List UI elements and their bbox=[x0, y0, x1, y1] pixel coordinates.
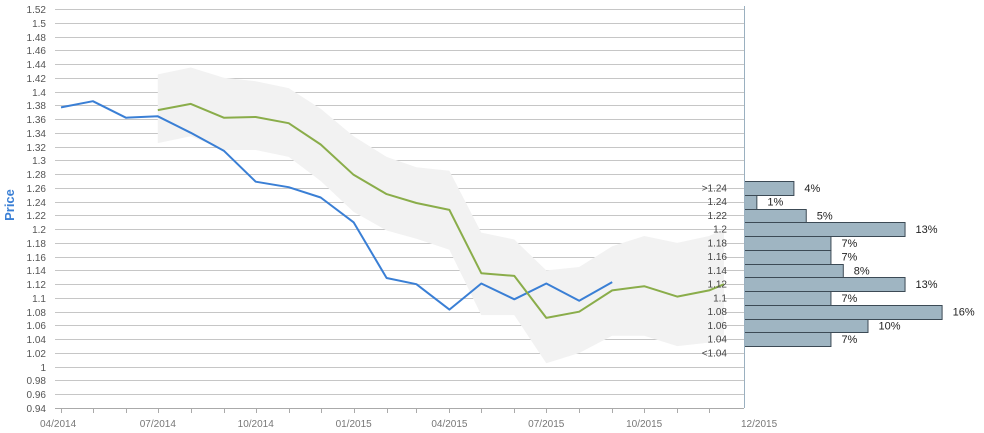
y-tick-label: 1.46 bbox=[27, 46, 47, 57]
histogram-bar-percent: 1% bbox=[767, 197, 783, 209]
y-tick-label: 1.04 bbox=[27, 335, 47, 346]
histogram-bar bbox=[744, 222, 906, 237]
y-tick-label: 0.98 bbox=[27, 376, 47, 387]
x-tick-label: 10/2014 bbox=[238, 419, 275, 430]
histogram-bar-percent: 7% bbox=[841, 252, 857, 264]
y-tick-label: 1.34 bbox=[27, 129, 47, 140]
histogram-bar bbox=[744, 181, 795, 196]
series-line-2 bbox=[157, 102, 725, 319]
y-tick-label: 1.4 bbox=[32, 88, 46, 99]
histogram-bar bbox=[744, 291, 832, 306]
y-tick-label: 1.48 bbox=[27, 33, 47, 44]
series-lines bbox=[60, 100, 725, 319]
x-tick-label: 04/2015 bbox=[431, 419, 468, 430]
y-tick-label: 1.08 bbox=[27, 308, 47, 319]
histogram-bin-label: 1.16 bbox=[708, 252, 728, 263]
series-line-1 bbox=[60, 100, 613, 311]
y-tick-label: 1.52 bbox=[27, 5, 47, 16]
histogram-bar bbox=[744, 250, 832, 265]
y-tick-label: 1.36 bbox=[27, 115, 47, 126]
y-tick-label: 0.96 bbox=[27, 390, 47, 401]
x-tick-label: 10/2015 bbox=[626, 419, 663, 430]
y-tick-label: 1.1 bbox=[32, 294, 46, 305]
histogram-bin-label: >1.24 bbox=[702, 183, 728, 194]
histogram-bin-label: 1.18 bbox=[708, 238, 728, 249]
histogram-bin-label: 1.2 bbox=[713, 225, 727, 236]
y-tick-label: 1.3 bbox=[32, 156, 46, 167]
axes: 1.52 1.5 1.48 1.46 1.44 1.42 1.4 1.38 1.36 1.34 1.… bbox=[27, 5, 778, 430]
y-tick-label: 1.16 bbox=[27, 253, 47, 264]
histogram-bar-percent: 7% bbox=[841, 238, 857, 250]
y-tick-label: 1.22 bbox=[27, 211, 47, 222]
histogram-bar-percent: 4% bbox=[804, 183, 820, 195]
histogram-bin-label: <1.04 bbox=[702, 348, 728, 359]
y-tick-label: 1.26 bbox=[27, 184, 47, 195]
histogram-bar bbox=[744, 209, 807, 223]
y-tick-label: 1.44 bbox=[27, 60, 47, 71]
histogram-bar-percent: 7% bbox=[841, 293, 857, 305]
histogram-bar bbox=[744, 305, 943, 320]
histogram-bar-percent: 7% bbox=[841, 334, 857, 346]
histogram-bin-label: 1.08 bbox=[708, 307, 728, 318]
y-tick-label: 1.02 bbox=[27, 349, 47, 360]
histogram: >1.24 4% 1.24 1% 1.22 5% 1.2 13% 1.18 7% 1.16 7% 1.1… bbox=[702, 181, 975, 359]
histogram-bin-label: 1.12 bbox=[708, 280, 728, 291]
histogram-bar-percent: 13% bbox=[916, 224, 938, 236]
x-tick-label: 01/2015 bbox=[336, 419, 373, 430]
histogram-bar-percent: 16% bbox=[953, 307, 975, 319]
y-tick-label: 1 bbox=[40, 363, 46, 374]
histogram-bar bbox=[744, 236, 832, 251]
y-tick-label: 1.2 bbox=[32, 225, 46, 236]
histogram-bar-percent: 8% bbox=[854, 265, 870, 277]
histogram-bar bbox=[744, 264, 844, 278]
y-tick-label: 1.18 bbox=[27, 239, 47, 250]
histogram-bin-label: 1.22 bbox=[708, 211, 728, 222]
forecast-band bbox=[157, 67, 725, 364]
histogram-bin-label: 1.04 bbox=[708, 335, 728, 346]
y-tick-label: 0.94 bbox=[27, 404, 47, 415]
histogram-bar-percent: 5% bbox=[817, 210, 833, 222]
histogram-bin-label: 1.14 bbox=[708, 266, 728, 277]
y-tick-label: 1.32 bbox=[27, 143, 47, 154]
histogram-bar bbox=[744, 319, 869, 333]
y-tick-label: 1.06 bbox=[27, 321, 47, 332]
histogram-bar-percent: 13% bbox=[916, 279, 938, 291]
y-tick-label: 1.28 bbox=[27, 170, 47, 181]
histogram-bar bbox=[744, 195, 758, 210]
histogram-bar bbox=[744, 332, 832, 347]
histogram-bin-label: 1.06 bbox=[708, 321, 728, 332]
y-tick-label: 1.38 bbox=[27, 101, 47, 112]
y-axis-label: Price bbox=[2, 189, 17, 221]
forecast-band-area bbox=[157, 67, 725, 364]
histogram-bin-label: 1.24 bbox=[708, 197, 728, 208]
y-tick-label: 1.24 bbox=[27, 198, 47, 209]
x-tick-label: 07/2014 bbox=[140, 419, 177, 430]
histogram-bin-label: 1.1 bbox=[713, 293, 727, 304]
x-tick-label: 12/2015 bbox=[741, 419, 778, 430]
y-tick-label: 1.12 bbox=[27, 280, 47, 291]
histogram-bar-percent: 10% bbox=[879, 320, 901, 332]
y-tick-label: 1.5 bbox=[32, 19, 46, 30]
y-tick-label: 1.14 bbox=[27, 266, 47, 277]
histogram-bar bbox=[744, 277, 906, 292]
y-tick-label: 1.42 bbox=[27, 74, 47, 85]
x-tick-label: 04/2014 bbox=[40, 419, 77, 430]
x-tick-label: 07/2015 bbox=[528, 419, 565, 430]
